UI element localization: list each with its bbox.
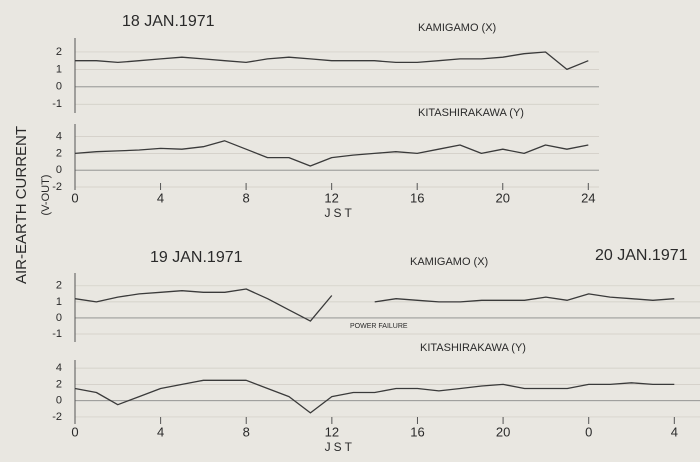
y-tick-label: 0 [56, 395, 62, 407]
station-label: KITASHIRAKAWA (Y) [420, 342, 526, 354]
x-tick-label: 12 [325, 424, 339, 439]
y-tick-label: 2 [56, 46, 62, 58]
y-tick-label: -2 [52, 181, 62, 193]
y-tick-label: 4 [56, 131, 62, 143]
trace [74, 140, 589, 167]
y-tick-label: -2 [52, 411, 62, 423]
x-tick-label: 20 [496, 190, 510, 205]
x-tick-label: 8 [242, 190, 249, 205]
y-tick-label: 2 [56, 280, 62, 292]
x-axis-label: JST [325, 440, 355, 454]
x-tick-label: 4 [671, 424, 678, 439]
y-tick-label: 0 [56, 81, 62, 93]
y-tick-label: -1 [52, 98, 62, 110]
y-tick-label: 0 [56, 164, 62, 176]
x-tick-label: 4 [157, 424, 164, 439]
x-axis-label: JST [324, 206, 354, 220]
date-label: 18 JAN.1971 [122, 13, 215, 30]
y-tick-label: 1 [56, 296, 62, 308]
x-tick-label: 20 [496, 424, 510, 439]
x-tick-label: 12 [324, 190, 338, 205]
station-label: KITASHIRAKAWA (Y) [418, 107, 524, 119]
y-tick-label: -1 [52, 328, 62, 340]
y-tick-label: 0 [56, 312, 62, 324]
x-tick-label: 8 [243, 424, 250, 439]
y-axis-label: AIR-EARTH CURRENT [13, 126, 30, 284]
x-tick-label: 24 [581, 190, 595, 205]
x-tick-label: 0 [585, 424, 592, 439]
date-label: 20 JAN.1971 [595, 247, 688, 264]
date-label: 19 JAN.1971 [150, 249, 243, 266]
x-tick-label: 16 [410, 190, 424, 205]
y-tick-label: 1 [56, 63, 62, 75]
y-tick-label: 4 [56, 362, 62, 374]
trace [74, 288, 675, 322]
y-axis-unit: (V-OUT) [40, 175, 52, 216]
x-tick-label: 16 [410, 424, 424, 439]
y-tick-label: 2 [56, 147, 62, 159]
station-label: KAMIGAMO (X) [410, 256, 488, 268]
x-tick-label: 0 [71, 190, 78, 205]
trace [75, 51, 589, 71]
x-tick-label: 4 [157, 190, 164, 205]
trace [74, 379, 675, 414]
x-tick-label: 0 [71, 424, 78, 439]
y-tick-label: 2 [56, 378, 62, 390]
station-label: KAMIGAMO (X) [418, 22, 496, 34]
annotation: POWER FAILURE [350, 323, 408, 330]
